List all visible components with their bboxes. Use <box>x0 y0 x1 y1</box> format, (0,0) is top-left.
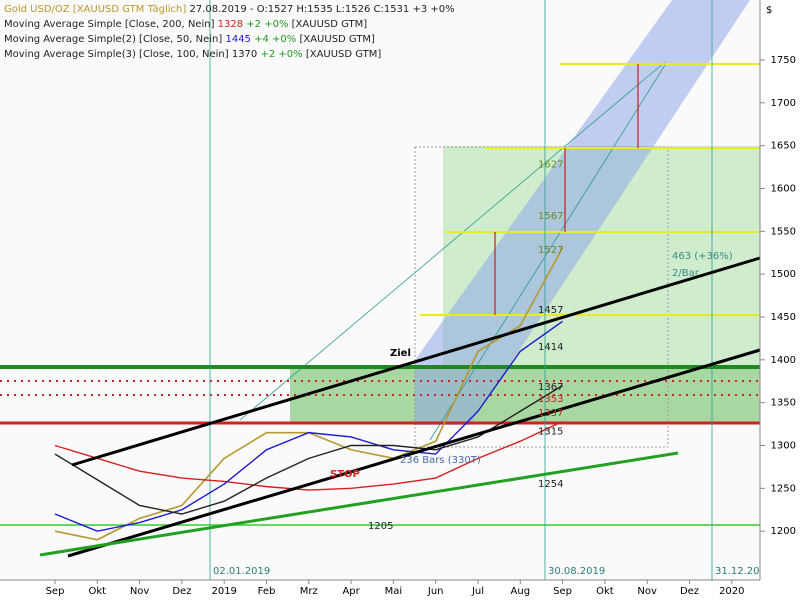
level-label: 1254 <box>538 479 563 490</box>
x-tick-label: Dez <box>172 586 191 597</box>
level-label: 1205 <box>368 521 393 532</box>
channel-line <box>429 64 666 441</box>
annotation: 02.01.2019 <box>213 566 270 577</box>
series-layer <box>54 247 564 541</box>
trend-line <box>71 256 761 467</box>
legend-entry: Moving Average Simple(2) [Close, 50, Nei… <box>4 34 375 45</box>
target-lines <box>420 63 760 316</box>
level-label: 1567 <box>538 211 563 222</box>
series-line <box>54 320 564 532</box>
annotation: 31.12.20 <box>715 566 760 577</box>
x-tick-label: Nov <box>637 586 657 597</box>
legend-symbol: [XAUUSD GTM] <box>292 19 368 30</box>
x-tick-label: 2019 <box>211 586 236 597</box>
x-tick-label: 2020 <box>719 586 744 597</box>
legend-name: Gold USD/OZ [XAUUSD GTM Täglich] <box>4 4 186 15</box>
legend-last: 1328 <box>218 19 243 30</box>
y-tick-label: 1450 <box>771 312 796 323</box>
y-tick-label: 1200 <box>771 526 796 537</box>
trend-channel <box>415 0 750 425</box>
y-tick-label: 1500 <box>771 269 796 280</box>
legend-change: +2 +0% <box>246 19 288 30</box>
level-label: 1337 <box>538 408 563 419</box>
annotation: 236 Bars (330T) <box>400 455 481 466</box>
x-tick-label: Aug <box>511 586 531 597</box>
annotation: STOP <box>330 469 360 480</box>
legend-name: Moving Average Simple [Close, 200, Nein] <box>4 19 215 30</box>
x-tick-label: Apr <box>342 586 360 597</box>
legend-last: 1370 <box>232 49 257 60</box>
x-tick-label: Sep <box>553 586 572 597</box>
channel-line <box>239 61 666 421</box>
trend-line <box>67 348 761 558</box>
y-axis-bg <box>760 0 800 600</box>
y-tick-label: 1550 <box>771 226 796 237</box>
y-tick-label: 1400 <box>771 355 796 366</box>
annotation: 30.08.2019 <box>548 566 605 577</box>
x-axis-bg <box>0 580 760 600</box>
projection-lines <box>494 64 639 315</box>
level-label: 1367 <box>538 382 563 393</box>
series-line <box>54 420 563 491</box>
x-tick-label: Nov <box>130 586 150 597</box>
legend-entry: Moving Average Simple [Close, 200, Nein]… <box>4 19 367 30</box>
y-tick-label: 1750 <box>771 55 796 66</box>
date-lines <box>209 0 713 580</box>
legend-change: +4 +0% <box>254 34 296 45</box>
legend-name: Moving Average Simple(2) [Close, 50, Nei… <box>4 34 222 45</box>
y-tick-label: 1650 <box>771 141 796 152</box>
level-label: 1627 <box>538 159 563 170</box>
legend-symbol: [XAUUSD GTM] <box>306 49 382 60</box>
y-tick-label: 1700 <box>771 98 796 109</box>
trend-line <box>39 451 679 557</box>
legend-last: 1445 <box>225 34 250 45</box>
legend-change: +2 +0% <box>260 49 302 60</box>
x-tick-label: Jul <box>471 586 484 597</box>
y-tick-label: 1300 <box>771 440 796 451</box>
level-label: 1353 <box>538 394 563 405</box>
y-tick-label: 1600 <box>771 183 796 194</box>
currency: $ <box>766 5 772 16</box>
measure-box <box>414 146 669 448</box>
legend-entry: Gold USD/OZ [XAUUSD GTM Täglich] 27.08.2… <box>4 4 455 15</box>
annotation: 463 (+36%) <box>672 251 733 262</box>
level-label: 1414 <box>538 342 563 353</box>
annotation: Ziel <box>390 348 411 359</box>
x-tick-label: Mrz <box>300 586 318 597</box>
level-label: 1457 <box>538 305 563 316</box>
y-tick-label: 1350 <box>771 398 796 409</box>
x-tick-label: Feb <box>258 586 276 597</box>
legend-name: Moving Average Simple(3) [Close, 100, Ne… <box>4 49 229 60</box>
level-label: 1527 <box>538 245 563 256</box>
x-tick-label: Sep <box>46 586 65 597</box>
x-tick-label: Okt <box>89 586 107 597</box>
series-line <box>54 384 563 515</box>
legend-symbol: [XAUUSD GTM] <box>299 34 375 45</box>
x-tick-label: Jun <box>427 586 444 597</box>
level-label: 1315 <box>538 427 563 438</box>
y-tick-label: 1250 <box>771 483 796 494</box>
annotation: 2/Bar <box>672 268 700 279</box>
x-tick-label: Dez <box>680 586 699 597</box>
x-tick-label: Okt <box>596 586 614 597</box>
x-tick-label: Mai <box>385 586 403 597</box>
legend-info: 27.08.2019 - O:1527 H:1535 L:1526 C:1531… <box>189 4 454 15</box>
legend-entry: Moving Average Simple(3) [Close, 100, Ne… <box>4 49 381 60</box>
